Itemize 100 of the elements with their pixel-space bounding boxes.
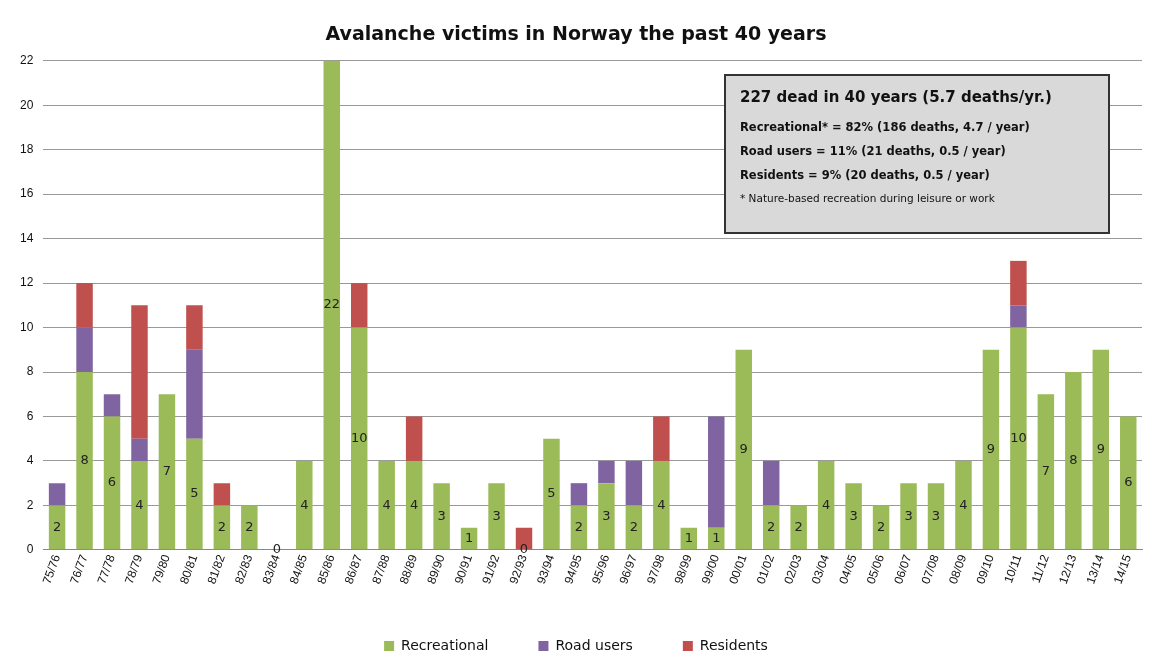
x-tick-label: 04/05 [836,552,860,586]
bar [350,327,368,550]
x-tick-label: 85/86 [314,552,338,586]
bar [1065,372,1082,550]
bar [186,438,203,550]
bar [653,416,670,461]
x-tick-label: 90/91 [451,552,476,586]
bar [378,460,395,550]
bar [543,438,560,550]
bar [48,483,66,506]
bar [598,483,615,550]
bar [708,416,725,528]
data-label: 6 [107,474,117,490]
bar [598,460,615,484]
data-label: 3 [602,507,611,523]
data-label: 7 [162,463,172,479]
bar [131,305,148,439]
bar [762,460,780,506]
data-label: 3 [931,507,941,523]
y-tick-label: 4 [26,453,34,468]
x-tick-label: 10/11 [1001,552,1025,585]
data-label: 2 [217,518,227,534]
data-label: 4 [822,496,831,512]
data-label: 5 [190,485,199,501]
bar [350,283,368,328]
data-label: 4 [959,496,968,512]
bar [76,372,93,550]
x-tick-label: 75/76 [39,552,64,586]
bar [1037,394,1055,550]
bar [845,483,862,550]
bar [213,483,231,506]
bar [405,460,423,550]
data-label: 3 [492,507,501,523]
bar [131,438,148,461]
bar [488,483,505,550]
y-tick-label: 0 [26,542,34,557]
data-label: 4 [657,496,666,512]
data-label: 7 [1041,463,1051,479]
data-label: 8 [80,452,89,468]
data-label: 2 [767,518,776,534]
x-tick-label: 92/93 [506,552,531,586]
x-tick-label: 13/14 [1083,552,1107,586]
bar [570,505,588,550]
bar [900,483,917,550]
x-tick-label: 95/96 [588,552,613,586]
bar [625,505,643,550]
bar [433,483,450,550]
y-tick-label: 18 [19,142,34,157]
annotation: 227 dead in 40 years (5.7 deaths/yr.) [740,88,1053,106]
x-tick-label: 93/94 [533,552,558,586]
data-label: 2 [629,518,639,534]
y-tick-label: 8 [26,364,34,379]
bar [131,460,148,550]
x-tick-label: 00/01 [726,552,750,586]
bar [186,305,203,350]
bar [48,505,66,550]
data-label: 3 [437,507,446,523]
x-tick-label: 80/81 [176,552,201,586]
x-tick-label: 11/12 [1028,552,1052,585]
data-label: 5 [547,485,556,501]
legend-label: Recreational [401,636,489,653]
bar [653,460,670,550]
data-label: 2 [245,518,254,534]
y-tick-label: 16 [19,186,34,201]
bar [625,460,643,506]
data-label: 2 [574,518,584,534]
legend-label: Residents [699,636,768,653]
data-label: 10 [350,429,368,445]
x-tick-label: 99/00 [698,552,723,586]
bar [735,349,752,550]
y-tick-label: 2 [26,497,34,512]
data-label: 2 [876,518,886,534]
bar [982,349,1000,550]
x-tick-label: 05/06 [863,552,888,586]
data-label: 9 [986,440,996,456]
bar [323,60,340,550]
y-tick-label: 20 [19,97,34,112]
x-tick-label: 02/03 [781,552,805,586]
x-tick-label: 87/88 [369,552,393,586]
data-label: 4 [300,496,309,512]
bar [790,505,807,550]
bar [103,416,121,550]
data-label: 1 [684,529,693,545]
data-label: 1 [464,529,474,545]
bar [76,327,93,373]
x-tick-label: 82/83 [231,552,256,586]
x-tick-label: 03/04 [808,552,833,586]
bar [708,527,725,550]
bar [817,460,835,550]
data-label: 9 [739,440,748,456]
data-label: 4 [135,496,144,512]
annotation: * Nature-based recreation during leisure or work [740,192,996,204]
x-tick-label: 06/07 [891,552,915,586]
data-label: 8 [1069,452,1078,468]
bar [927,483,945,550]
x-tick-label: 12/13 [1055,552,1080,586]
y-tick-label: 6 [26,408,34,423]
x-tick-label: 86/87 [341,552,366,586]
x-tick-label: 14/15 [1110,552,1135,586]
bar [103,394,121,417]
